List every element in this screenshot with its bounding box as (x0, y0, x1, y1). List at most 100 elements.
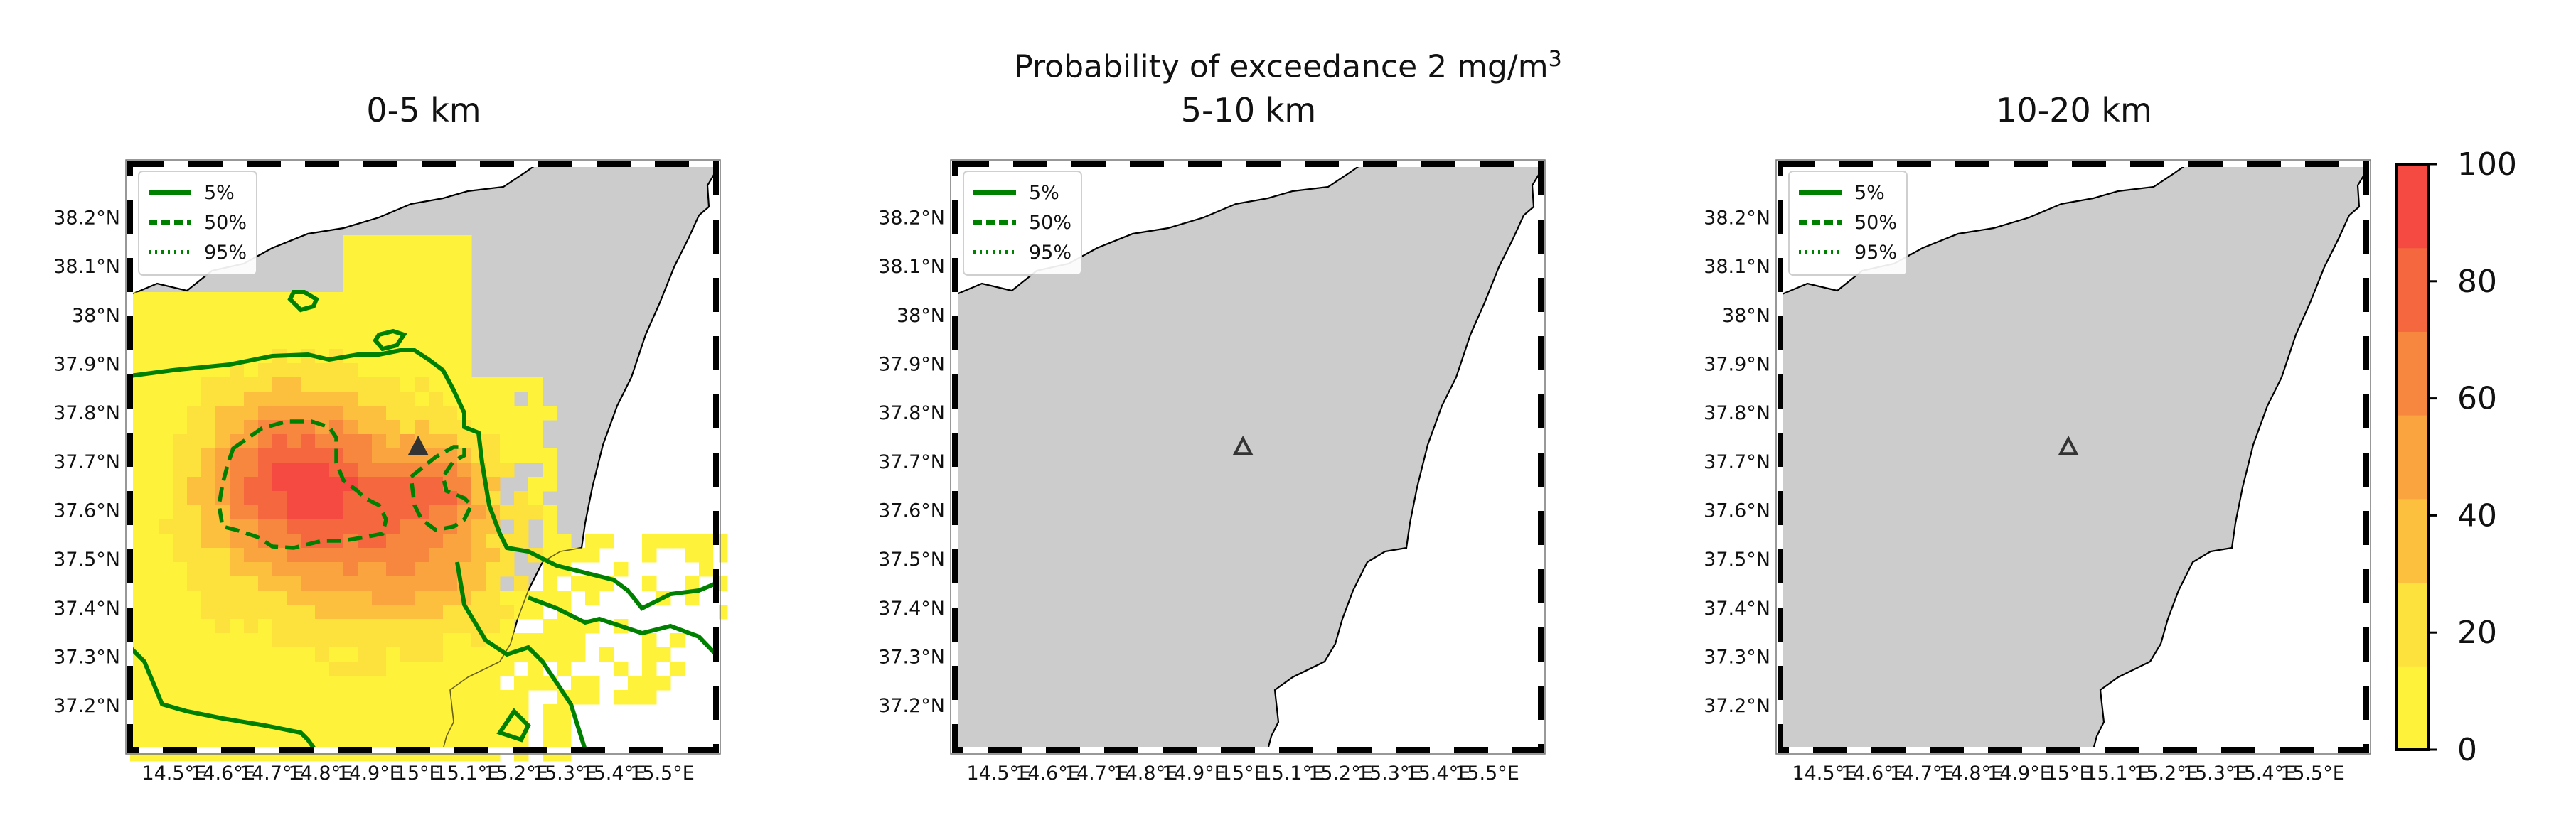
probability-cell (315, 335, 330, 350)
probability-cell (159, 505, 173, 520)
probability-cell (301, 320, 316, 335)
probability-cell (159, 392, 173, 406)
probability-cell (400, 363, 415, 378)
lat-tick-label: 37.2°N (1704, 695, 1770, 717)
probability-cell (187, 733, 202, 748)
probability-cell (130, 406, 145, 421)
probability-cell (500, 463, 515, 478)
probability-cell (144, 377, 159, 392)
probability-cell (358, 605, 373, 620)
probability-cell (358, 676, 373, 691)
probability-cell (486, 662, 501, 676)
probability-cell (486, 647, 501, 662)
probability-cell (500, 377, 515, 392)
probability-cell (272, 320, 287, 335)
probability-cell (415, 534, 429, 549)
probability-cell (429, 406, 444, 421)
probability-cell (471, 491, 486, 506)
probability-cell (244, 619, 259, 634)
coastline-outline (129, 163, 717, 750)
probability-cell (258, 392, 273, 406)
probability-cell (301, 690, 316, 705)
probability-cell (301, 619, 316, 634)
lon-tick-label: 15.1°E (1259, 762, 1324, 784)
probability-cell (272, 463, 287, 478)
probability-cell (372, 235, 387, 250)
probability-cell (443, 676, 458, 691)
probability-cell (215, 733, 230, 748)
probability-cell (372, 519, 387, 534)
probability-cell (372, 420, 387, 435)
probability-cell (258, 633, 273, 648)
probability-cell (386, 619, 401, 634)
probability-cell (173, 491, 188, 506)
legend-label: 95% (1029, 242, 1071, 264)
probability-cell (187, 292, 202, 307)
probability-cell (287, 434, 301, 449)
probability-cell (543, 647, 557, 662)
probability-cell (287, 633, 301, 648)
probability-cell (173, 633, 188, 648)
probability-cell (201, 548, 216, 563)
probability-cell (272, 591, 287, 605)
probability-cell (642, 690, 657, 705)
probability-cell (400, 704, 415, 719)
probability-cell (173, 676, 188, 691)
probability-cell (159, 647, 173, 662)
probability-cell (471, 519, 486, 534)
probability-cell (400, 392, 415, 406)
probability-cell (429, 662, 444, 676)
probability-cell (528, 420, 543, 435)
probability-cell (201, 647, 216, 662)
probability-cell (443, 235, 458, 250)
probability-cell (429, 733, 444, 748)
probability-cell (130, 619, 145, 634)
probability-cell (514, 633, 529, 648)
probability-cell (415, 491, 429, 506)
probability-cell (429, 278, 444, 293)
figure-suptitle: Probability of exceedance 2 mg/m3 (0, 47, 2576, 85)
legend-label: 50% (1029, 212, 1071, 234)
lon-tick-label: 15°E (1220, 762, 1266, 784)
probability-cell (130, 605, 145, 620)
probability-cell (457, 363, 472, 378)
probability-cell (144, 477, 159, 492)
probability-cell (500, 690, 515, 705)
probability-cell (358, 235, 373, 250)
probability-cell (301, 633, 316, 648)
probability-cell (543, 505, 557, 520)
probability-cell (386, 548, 401, 563)
probability-cell (528, 377, 543, 392)
probability-cell (415, 235, 429, 250)
probability-cell (372, 548, 387, 563)
probability-cell (543, 534, 557, 549)
probability-cell (372, 534, 387, 549)
probability-cell (443, 605, 458, 620)
probability-cell (528, 633, 543, 648)
probability-cell (343, 690, 358, 705)
lon-tick-label: 15.3°E (1357, 762, 1422, 784)
probability-cell (585, 548, 600, 563)
lat-tick-label: 37.5°N (1704, 549, 1770, 571)
probability-cell (386, 448, 401, 463)
probability-cell (173, 605, 188, 620)
legend-label: 95% (204, 242, 247, 264)
probability-cell (287, 377, 301, 392)
probability-cell (173, 448, 188, 463)
probability-cell (443, 633, 458, 648)
probability-cell (301, 335, 316, 350)
suptitle-text: Probability of exceedance 2 mg/m (1014, 48, 1549, 85)
probability-cell (244, 633, 259, 648)
probability-cell (173, 477, 188, 492)
probability-cell (215, 605, 230, 620)
probability-cell (215, 619, 230, 634)
probability-cell (301, 647, 316, 662)
probability-cell (301, 662, 316, 676)
probability-cell (386, 562, 401, 577)
probability-cell (159, 718, 173, 733)
lat-tick-label: 37.4°N (1704, 598, 1770, 620)
probability-cell (272, 448, 287, 463)
probability-cell (144, 320, 159, 335)
probability-cell (358, 264, 373, 279)
probability-cell (386, 633, 401, 648)
